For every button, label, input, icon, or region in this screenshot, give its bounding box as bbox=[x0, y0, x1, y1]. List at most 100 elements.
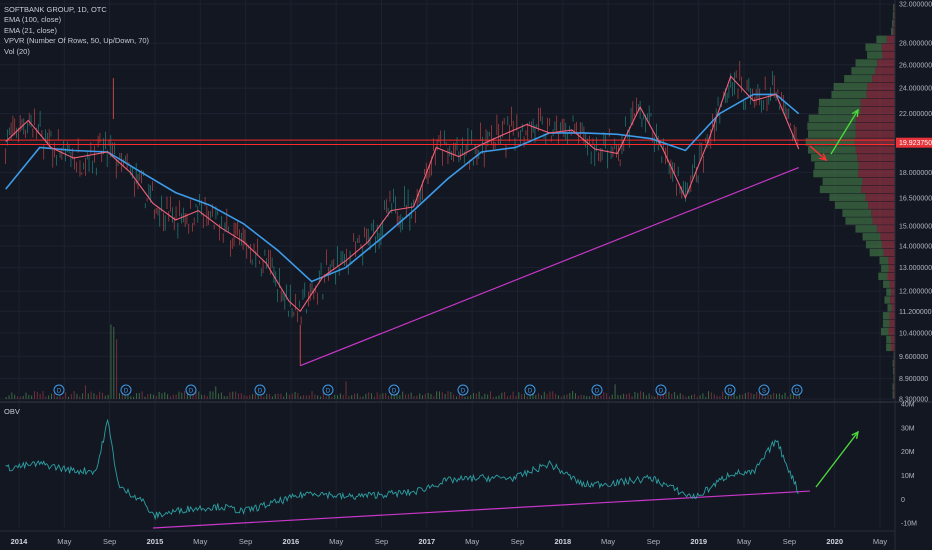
volume-bar bbox=[552, 391, 554, 399]
dividend-marker bbox=[655, 384, 667, 396]
price-tick-label: 15.000000 bbox=[899, 223, 932, 230]
volume-bar bbox=[702, 393, 704, 399]
vpvr-row-down bbox=[855, 122, 895, 130]
dividend-marker bbox=[185, 384, 197, 396]
dividend-marker-letter: D bbox=[57, 389, 62, 395]
volume-bar bbox=[73, 391, 75, 399]
volume-bar bbox=[795, 395, 797, 399]
volume-bar bbox=[767, 394, 769, 399]
vpvr-row-up bbox=[893, 375, 895, 383]
obv-tick-label: 40M bbox=[901, 402, 915, 409]
volume-bar bbox=[495, 396, 497, 399]
x-tick-label: Sep bbox=[103, 537, 116, 546]
vpvr-row-down bbox=[887, 272, 895, 280]
volume-bar bbox=[8, 395, 10, 399]
volume-bar bbox=[549, 391, 551, 399]
legend-ema100: EMA (100, close) bbox=[4, 15, 62, 25]
volume-bar bbox=[45, 396, 47, 399]
volume-bar bbox=[645, 395, 647, 399]
volume-bar bbox=[529, 394, 531, 399]
x-tick-label: 2018 bbox=[554, 537, 571, 546]
vpvr-row-down bbox=[883, 248, 895, 257]
volume-bar bbox=[308, 395, 310, 399]
volume-bar bbox=[422, 395, 424, 399]
volume-bar bbox=[716, 395, 718, 399]
vpvr-row-up bbox=[835, 201, 869, 209]
volume-bar bbox=[405, 394, 407, 399]
volume-bar bbox=[654, 396, 656, 399]
vpvr-row-down bbox=[871, 209, 895, 217]
volume-bar bbox=[708, 391, 710, 399]
volume-bar bbox=[271, 396, 273, 399]
volume-bar bbox=[379, 394, 381, 399]
volume-bar bbox=[526, 396, 528, 399]
price-tick-label: 8.900000 bbox=[899, 376, 928, 383]
volume-bar bbox=[56, 396, 58, 399]
x-tick-label: 2014 bbox=[11, 537, 29, 546]
dividend-marker bbox=[791, 384, 803, 396]
volume-bar bbox=[277, 393, 279, 399]
x-tick-label: Sep bbox=[239, 537, 252, 546]
volume-bar bbox=[484, 393, 486, 399]
volume-bar bbox=[382, 393, 384, 399]
volume-bar bbox=[229, 392, 231, 399]
x-tick-label: May bbox=[737, 537, 751, 546]
dividend-marker-letter: D bbox=[392, 389, 397, 395]
volume-bar bbox=[206, 396, 208, 399]
volume-bar bbox=[572, 391, 574, 399]
price-up-arrow-shaft bbox=[830, 109, 859, 155]
volume-bar bbox=[424, 393, 426, 399]
x-tick-label: May bbox=[329, 537, 343, 546]
volume-bar bbox=[410, 392, 412, 399]
volume-bar bbox=[385, 392, 387, 399]
volume-bar bbox=[121, 392, 123, 399]
volume-bar bbox=[787, 396, 789, 399]
obv-tick-label: 0 bbox=[901, 497, 905, 504]
volume-bar bbox=[237, 393, 239, 399]
volume-bar bbox=[489, 391, 491, 399]
volume-bar bbox=[744, 393, 746, 399]
volume-bar bbox=[62, 396, 64, 399]
volume-bar bbox=[458, 393, 460, 399]
volume-bar bbox=[560, 396, 562, 399]
vpvr-row-down bbox=[857, 154, 895, 162]
vpvr-row-down bbox=[882, 51, 895, 59]
vpvr-row-up bbox=[876, 35, 887, 43]
x-tick-label: Sep bbox=[511, 537, 524, 546]
volume-bar bbox=[713, 394, 715, 399]
price-tick-label: 28.000000 bbox=[899, 41, 932, 48]
volume-bar bbox=[523, 393, 525, 399]
volume-bar bbox=[470, 394, 472, 399]
vpvr-row-up bbox=[855, 225, 878, 233]
volume-bar bbox=[756, 391, 758, 399]
volume-bar bbox=[393, 392, 395, 399]
volume-bar bbox=[540, 395, 542, 399]
volume-bar bbox=[186, 392, 188, 399]
volume-bar bbox=[433, 396, 435, 399]
volume-bar bbox=[674, 392, 676, 399]
vpvr-row-down bbox=[893, 383, 895, 391]
volume-bar bbox=[793, 391, 795, 399]
volume-bar bbox=[362, 396, 364, 399]
vpvr-row-up bbox=[893, 351, 895, 359]
vpvr-row-up bbox=[814, 162, 859, 170]
trendlines bbox=[152, 167, 811, 529]
volume-bar bbox=[93, 393, 95, 399]
volume-bar bbox=[736, 396, 738, 399]
volume-bar bbox=[365, 393, 367, 399]
volume-bar bbox=[566, 394, 568, 399]
volume-bar bbox=[203, 394, 205, 399]
volume-bar bbox=[506, 396, 508, 399]
volume-bar bbox=[252, 394, 254, 399]
volume-bar bbox=[283, 396, 285, 399]
volume-bar bbox=[331, 396, 333, 399]
volume-bar bbox=[297, 393, 299, 399]
x-tick-label: May bbox=[193, 537, 207, 546]
vpvr-row-up bbox=[813, 169, 859, 178]
vpvr-row-down bbox=[867, 83, 895, 91]
volume-bar bbox=[334, 394, 336, 399]
volume-bar bbox=[169, 396, 171, 399]
price-tick-label: 24.000000 bbox=[899, 86, 932, 93]
volume-bar bbox=[376, 392, 378, 399]
volume-bar bbox=[538, 393, 540, 399]
